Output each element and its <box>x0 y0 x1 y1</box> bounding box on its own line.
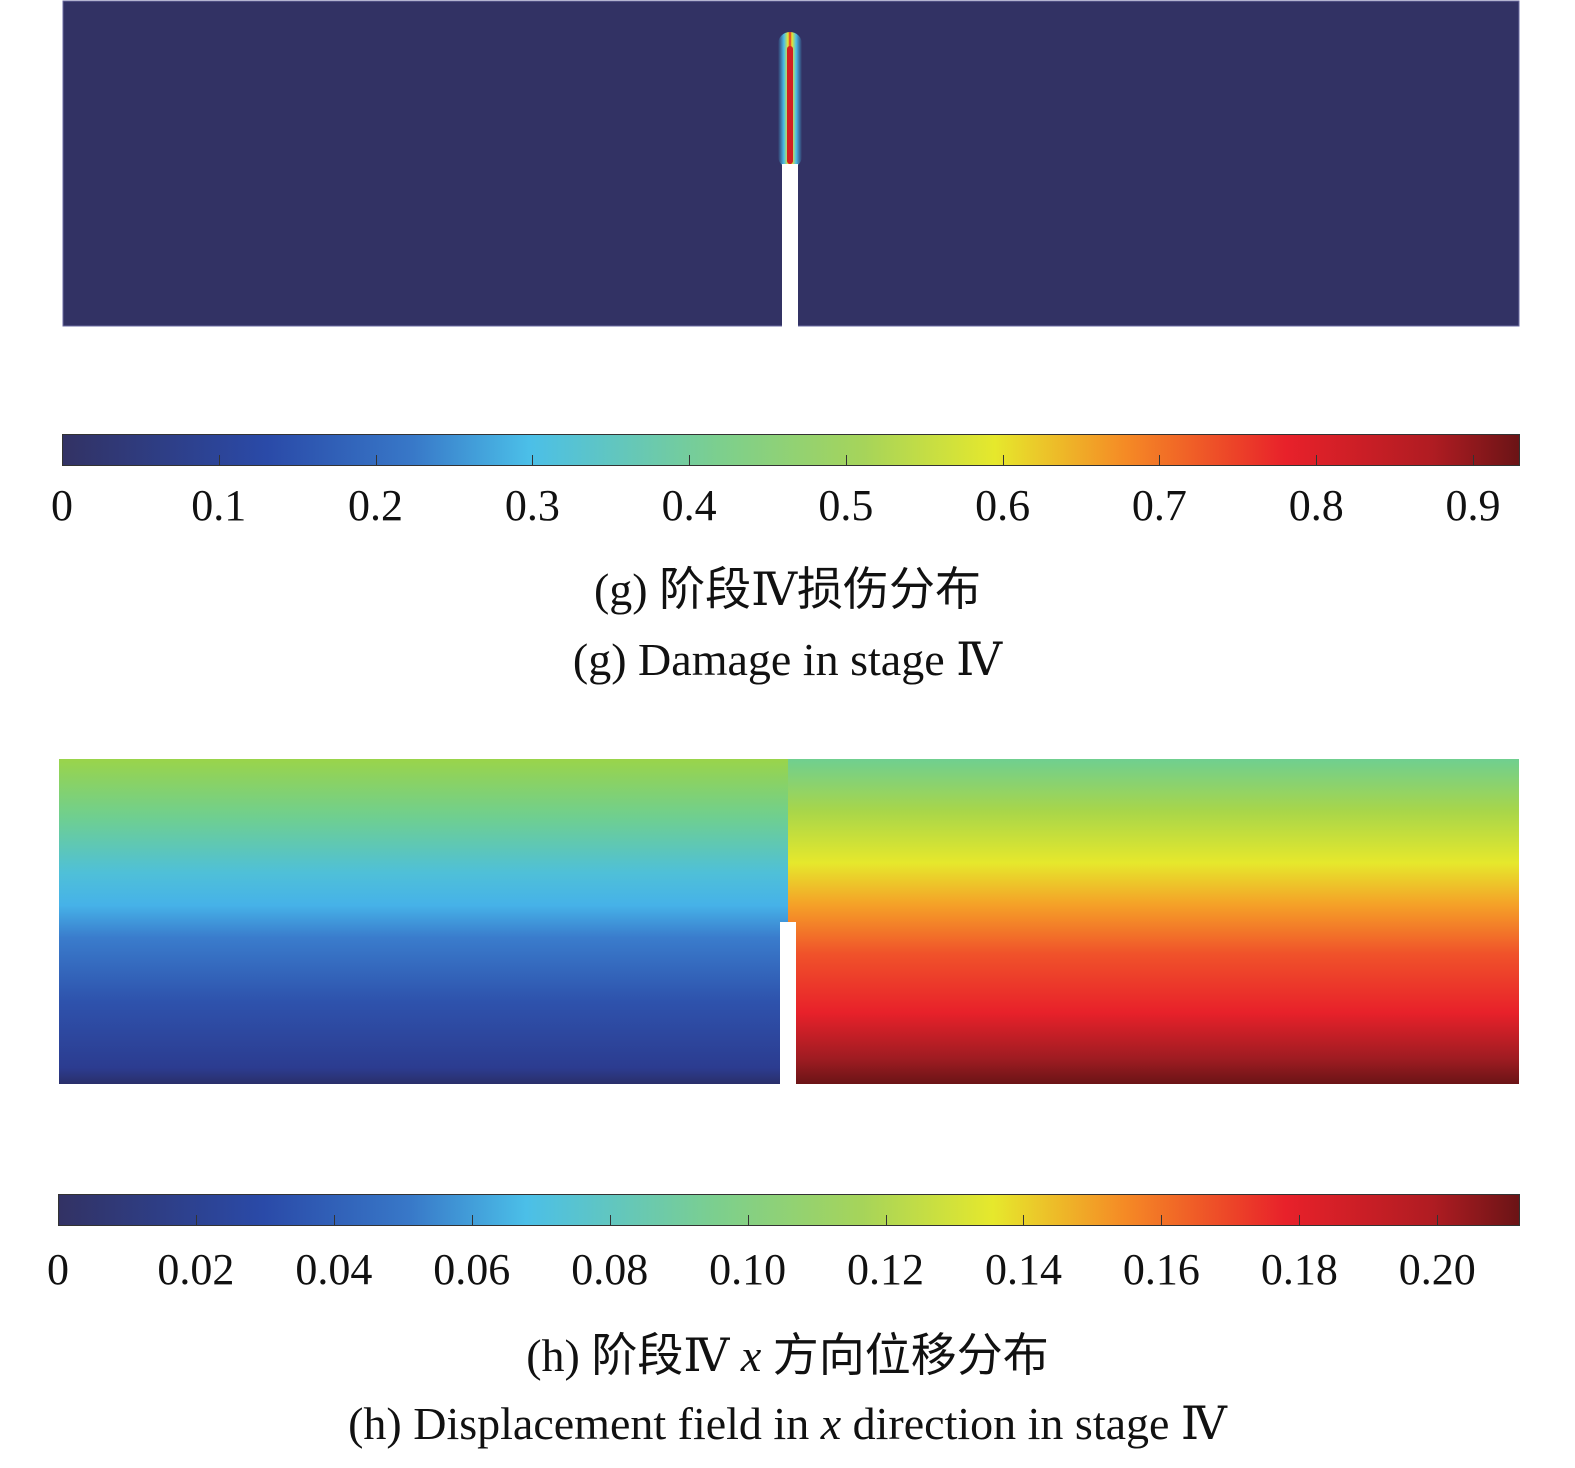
colorbar-tick-g-3 <box>532 455 534 465</box>
colorbar-tick-label-g-1: 0.1 <box>191 481 247 530</box>
colorbar-tick-h-5 <box>747 1215 749 1225</box>
colorbar-tick-label-h-9: 0.18 <box>1260 1245 1338 1294</box>
colorbar-tick-label-g-9: 0.9 <box>1445 481 1501 530</box>
colorbar-tick-label-h-3: 0.06 <box>433 1245 511 1294</box>
colorbar-tick-label-g-6: 0.6 <box>975 481 1031 530</box>
caption-h-en-suffix: direction in stage Ⅳ <box>841 1398 1227 1449</box>
caption-h-en-prefix: (h) Displacement field in <box>348 1398 821 1449</box>
colorbar-tick-g-6 <box>1002 455 1004 465</box>
colorbar-tick-label-h-1: 0.02 <box>157 1245 235 1294</box>
colorbar-tick-label-h-6: 0.12 <box>847 1245 925 1294</box>
colorbar-tick-label-g-2: 0.2 <box>348 481 404 530</box>
colorbar-tick-label-h-8: 0.16 <box>1122 1245 1200 1294</box>
caption-h-cn-suffix: 方向位移分布 <box>761 1330 1049 1381</box>
colorbar-tick-h-8 <box>1161 1215 1163 1225</box>
colorbar-tick-h-10 <box>1437 1215 1439 1225</box>
displacement-contour-plot <box>59 759 1519 1086</box>
colorbar-tick-g-1 <box>218 455 220 465</box>
caption-g-cn-text: (g) 阶段Ⅳ损伤分布 <box>593 564 982 615</box>
colorbar-tick-g-7 <box>1159 455 1161 465</box>
colorbar-tick-g-4 <box>689 455 691 465</box>
displacement-colorbar <box>58 1194 1520 1226</box>
displacement-initial-notch <box>780 922 796 1086</box>
colorbar-tick-h-6 <box>885 1215 887 1225</box>
colorbar-tick-label-h-2: 0.04 <box>295 1245 373 1294</box>
damage-contour-plot <box>62 0 1520 328</box>
colorbar-tick-label-h-7: 0.14 <box>984 1245 1062 1294</box>
damage-colorbar <box>62 434 1520 466</box>
caption-h-cn-prefix: (h) 阶段Ⅳ <box>526 1330 741 1381</box>
caption-h-cn: (h) 阶段Ⅳ x 方向位移分布 <box>0 1328 1575 1384</box>
colorbar-tick-h-3 <box>471 1215 473 1225</box>
colorbar-tick-label-g-0: 0 <box>51 481 73 530</box>
colorbar-tick-label-h-0: 0 <box>47 1245 69 1294</box>
colorbar-tick-label-g-8: 0.8 <box>1288 481 1344 530</box>
colorbar-tick-label-h-4: 0.08 <box>571 1245 649 1294</box>
colorbar-tick-h-4 <box>609 1215 611 1225</box>
displacement-left-half <box>59 759 790 1084</box>
caption-h-en: (h) Displacement field in x direction in… <box>0 1396 1575 1452</box>
caption-h-en-var: x <box>820 1398 842 1449</box>
displacement-right-half <box>788 759 1519 1084</box>
colorbar-tick-h-9 <box>1299 1215 1301 1225</box>
colorbar-tick-label-h-5: 0.10 <box>709 1245 787 1294</box>
colorbar-tick-h-2 <box>333 1215 335 1225</box>
colorbar-tick-label-h-10: 0.20 <box>1398 1245 1476 1294</box>
colorbar-tick-g-8 <box>1316 455 1318 465</box>
caption-g-cn: (g) 阶段Ⅳ损伤分布 <box>0 562 1575 618</box>
caption-h-cn-var: x <box>740 1330 762 1381</box>
damage-initial-notch <box>782 164 798 328</box>
colorbar-tick-g-2 <box>375 455 377 465</box>
colorbar-tick-label-g-3: 0.3 <box>504 481 560 530</box>
colorbar-tick-g-9 <box>1472 455 1474 465</box>
colorbar-tick-h-7 <box>1023 1215 1025 1225</box>
damage-crack-core <box>787 46 793 164</box>
caption-g-en-text: (g) Damage in stage Ⅳ <box>572 634 1003 685</box>
colorbar-tick-g-5 <box>845 455 847 465</box>
colorbar-tick-label-g-5: 0.5 <box>818 481 874 530</box>
colorbar-tick-label-g-7: 0.7 <box>1131 481 1187 530</box>
colorbar-tick-label-g-4: 0.4 <box>661 481 717 530</box>
caption-g-en: (g) Damage in stage Ⅳ <box>0 632 1575 688</box>
colorbar-tick-h-1 <box>195 1215 197 1225</box>
